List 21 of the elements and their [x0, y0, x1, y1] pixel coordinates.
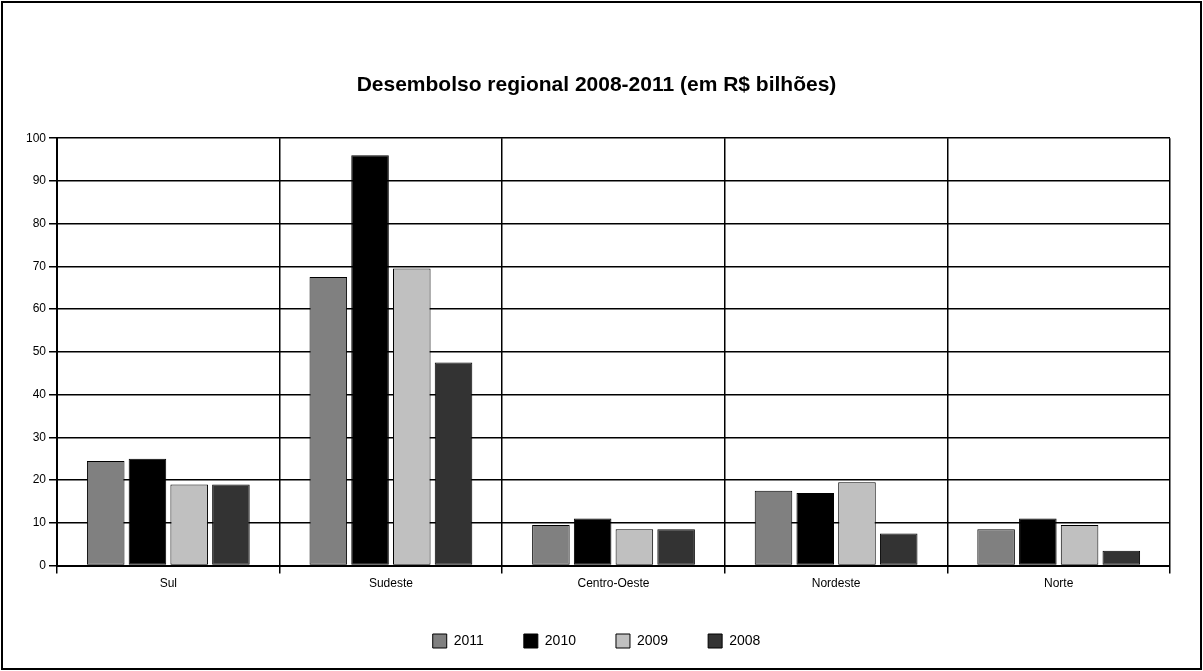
y-tick-label: 50 — [32, 344, 47, 359]
y-tick-label: 90 — [32, 173, 47, 188]
y-tick-label: 80 — [32, 215, 47, 230]
x-tick-label: Norte — [1044, 576, 1074, 591]
legend-label: 2010 — [544, 631, 577, 648]
legend-label: 2008 — [729, 631, 761, 648]
y-tick-label: 100 — [25, 130, 47, 145]
x-tick-label: Nordeste — [811, 576, 861, 591]
x-tick-label: Sul — [159, 576, 177, 591]
y-tick-label: 20 — [32, 472, 47, 487]
legend-label: 2009 — [636, 631, 669, 648]
legend-label: 2011 — [453, 631, 485, 648]
y-tick-label: 10 — [32, 515, 47, 530]
y-tick-label: 60 — [32, 301, 47, 316]
y-tick-label: 0 — [39, 557, 47, 572]
chart-title: Desembolso regional 2008-2011 (em R$ bilhões) — [356, 72, 837, 96]
y-tick-label: 30 — [32, 429, 47, 444]
y-tick-label: 40 — [32, 386, 47, 401]
y-tick-label: 70 — [32, 258, 47, 273]
x-tick-label: Centro-Oeste — [577, 576, 650, 591]
x-tick-label: Sudeste — [368, 576, 414, 591]
